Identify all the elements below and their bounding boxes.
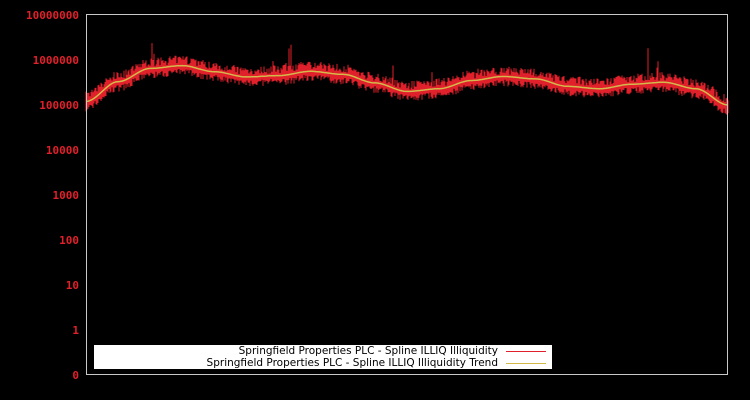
y-tick-label: 1000 — [53, 189, 80, 202]
legend-label: Springfield Properties PLC - Spline ILLI… — [206, 357, 498, 369]
y-tick-label: 0 — [72, 369, 79, 382]
y-tick-label: 10000000 — [26, 9, 79, 22]
legend-label: Springfield Properties PLC - Spline ILLI… — [238, 345, 498, 357]
y-tick-label: 100 — [59, 234, 79, 247]
plot-frame — [86, 14, 728, 375]
y-tick-label: 100000 — [39, 99, 79, 112]
illiquidity-trend-line — [85, 64, 729, 106]
y-tick-label: 1000000 — [33, 54, 79, 67]
y-tick-label: 1 — [72, 324, 79, 337]
chart-legend: Springfield Properties PLC - Spline ILLI… — [94, 345, 552, 369]
legend-swatch-red — [506, 350, 546, 352]
legend-item-trend: Springfield Properties PLC - Spline ILLI… — [207, 357, 546, 369]
legend-item-illiquidity: Springfield Properties PLC - Spline ILLI… — [239, 345, 546, 357]
y-tick-label: 10000 — [46, 144, 79, 157]
legend-swatch-gold — [506, 362, 546, 364]
y-tick-label: 10 — [66, 279, 79, 292]
